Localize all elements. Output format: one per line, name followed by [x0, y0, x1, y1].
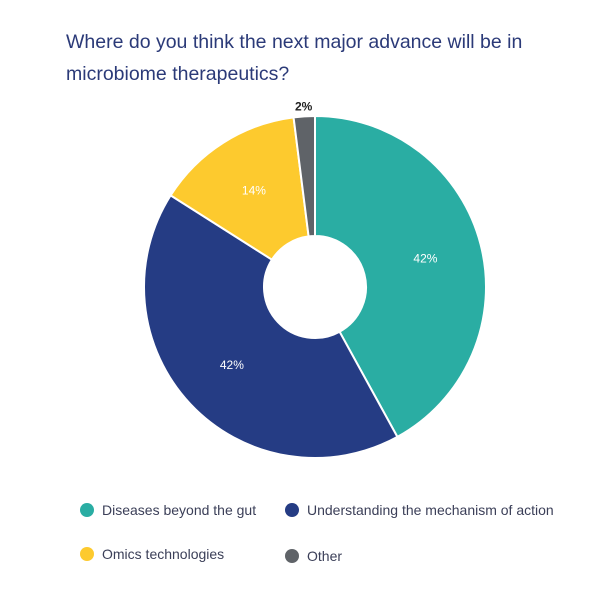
legend-label: Understanding the mechanism of action [307, 502, 554, 518]
slice-other [292, 114, 316, 238]
legend-swatch [285, 549, 299, 563]
legend-swatch [80, 547, 94, 561]
slice-understanding-the-mechanism-of-action [143, 193, 399, 459]
legend-item-understanding-the-mechanism-of-action[interactable]: Understanding the mechanism of action [285, 502, 554, 518]
legend-item-other[interactable]: Other [285, 548, 342, 564]
slice-label-diseases-beyond-the-gut: 42% [413, 252, 437, 266]
chart-title: Where do you think the next major advanc… [66, 31, 523, 85]
legend-swatch [80, 503, 94, 517]
slice-label-understanding-the-mechanism-of-action: 42% [220, 358, 244, 372]
legend-swatch [285, 503, 299, 517]
legend-label: Other [307, 548, 343, 564]
legend-item-omics-technologies[interactable]: Omics technologies [80, 546, 224, 562]
legend-label: Diseases beyond the gut [102, 502, 257, 518]
slice-label-other: 2% [295, 99, 313, 113]
slice-omics-technologies [169, 116, 310, 262]
legend-label: Omics technologies [102, 546, 225, 562]
slice-label-omics-technologies: 14% [242, 184, 266, 198]
legend-item-diseases-beyond-the-gut[interactable]: Diseases beyond the gut [80, 502, 256, 518]
slice-diseases-beyond-the-gut [314, 114, 487, 439]
